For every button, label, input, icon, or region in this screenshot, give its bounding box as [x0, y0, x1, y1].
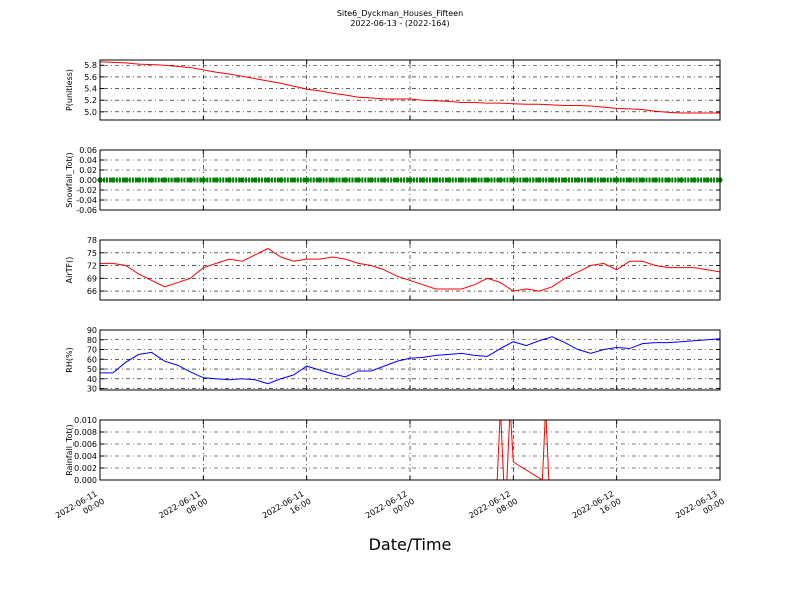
y-tick-label: 40 — [87, 375, 97, 384]
data-line — [100, 420, 720, 480]
y-tick-label: 0.008 — [74, 428, 97, 437]
y-tick-label: 5.0 — [84, 108, 97, 117]
y-tick-label: 80 — [87, 336, 97, 345]
y-tick-label: 75 — [87, 249, 97, 258]
y-tick-label: 5.8 — [84, 61, 97, 70]
y-tick-label: 0.02 — [79, 166, 97, 175]
y-tick-label: -0.04 — [76, 196, 97, 205]
y-tick-label: 72 — [87, 262, 97, 271]
y-tick-label: 0.000 — [74, 476, 97, 485]
x-tick-label: 2022-06-12 08:00 — [467, 488, 519, 529]
y-tick-label: 30 — [87, 385, 97, 394]
y-tick-label: 0.004 — [74, 452, 97, 461]
y-tick-label: 0.06 — [79, 146, 97, 155]
x-tick-label: 2022-06-11 00:00 — [54, 488, 106, 529]
plot-frame — [99, 419, 721, 481]
y-tick-label: 90 — [87, 326, 97, 335]
x-tick-label: 2022-06-12 16:00 — [571, 488, 623, 529]
y-tick-label: 66 — [87, 287, 97, 296]
plot-frame — [99, 329, 721, 391]
y-axis-label: Snowfall_Tot() — [65, 152, 74, 208]
x-tick-label: 2022-06-11 08:00 — [157, 488, 209, 529]
y-tick-label: 5.2 — [84, 96, 97, 105]
data-line — [100, 336, 720, 385]
y-tick-label: -0.06 — [76, 206, 97, 215]
x-tick-label: 2022-06-11 16:00 — [261, 488, 313, 529]
y-tick-label: 50 — [87, 365, 97, 374]
data-line — [100, 247, 720, 292]
y-tick-label: -0.02 — [76, 186, 97, 195]
y-axis-label: AirTF() — [65, 257, 74, 284]
y-tick-label: 0.00 — [79, 176, 97, 185]
y-tick-label: 60 — [87, 355, 97, 364]
x-axis-label: Date/Time — [369, 535, 452, 554]
plot-frame — [99, 59, 721, 121]
x-tick-label: 2022-06-12 00:00 — [364, 488, 416, 529]
y-tick-label: 0.04 — [79, 156, 97, 165]
y-tick-label: 69 — [87, 274, 97, 283]
figure-subtitle: 2022-06-13 - (2022-164) — [350, 19, 449, 28]
figure-title: Site6_Dyckman_Houses_Fifteen — [337, 9, 463, 18]
y-tick-label: 70 — [87, 346, 97, 355]
y-tick-label: 78 — [87, 236, 97, 245]
y-tick-label: 0.002 — [74, 464, 97, 473]
y-axis-label: RH(%) — [65, 347, 74, 372]
y-tick-label: 0.010 — [74, 416, 97, 425]
y-tick-label: 5.4 — [84, 85, 97, 94]
y-axis-label: Rainfall_Tot() — [65, 424, 74, 476]
y-tick-label: 0.006 — [74, 440, 97, 449]
y-axis-label: P(unitless) — [65, 69, 74, 111]
data-line — [100, 61, 720, 114]
plot-frame — [99, 239, 721, 301]
x-tick-label: 2022-06-13 00:00 — [674, 488, 726, 529]
plot-frame — [99, 149, 721, 211]
y-tick-label: 5.6 — [84, 73, 97, 82]
